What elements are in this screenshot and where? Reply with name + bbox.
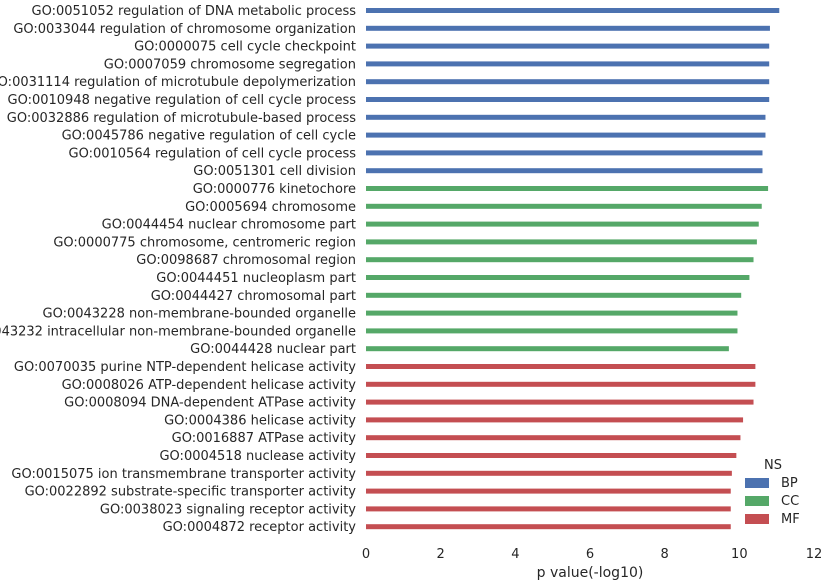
bar-mf [366, 435, 741, 441]
bar-bp [366, 114, 766, 120]
category-label: GO:0044427 chromosomal part [151, 289, 356, 304]
bar-bp [366, 61, 770, 67]
bar-cc [366, 257, 754, 263]
bars-layer [366, 8, 780, 530]
bar-bp [366, 43, 770, 49]
legend: NS BP CC MF [745, 458, 800, 527]
bar-mf [366, 417, 744, 423]
category-label: GO:0070035 purine NTP-dependent helicase… [14, 360, 356, 375]
legend-swatch-cc [745, 496, 769, 506]
category-label: GO:0007059 chromosome segregation [104, 57, 356, 72]
bar-cc [366, 310, 738, 316]
bar-mf [366, 488, 731, 494]
category-label: GO:0022892 substrate-specific transporte… [25, 485, 357, 500]
legend-swatch-mf [745, 514, 769, 524]
category-label: GO:0008026 ATP-dependent helicase activi… [62, 378, 357, 393]
bar-mf [366, 524, 731, 530]
bar-mf [366, 381, 756, 387]
bar-bp [366, 168, 763, 174]
category-label: GO:0000776 kinetochore [193, 182, 356, 197]
category-label: GO:0015075 ion transmembrane transporter… [11, 467, 356, 482]
bar-bp [366, 8, 780, 13]
category-label: GO:0043228 non-membrane-bounded organell… [43, 307, 357, 322]
category-label: GO:0031114 regulation of microtubule dep… [0, 75, 356, 90]
bar-cc [366, 275, 750, 280]
bar-bp [366, 150, 763, 156]
bar-cc [366, 221, 759, 227]
legend-label-cc: CC [781, 494, 799, 509]
x-tick-label: 12 [806, 547, 823, 562]
bar-cc [366, 186, 769, 191]
category-label: GO:0008094 DNA-dependent ATPase activity [64, 396, 356, 411]
category-label: GO:0044428 nuclear part [190, 342, 356, 357]
x-tick-label: 4 [511, 547, 519, 562]
category-label: GO:0004872 receptor activity [163, 520, 357, 535]
category-label: GO:0098687 chromosomal region [136, 253, 356, 268]
category-label: GO:0010948 negative regulation of cell c… [8, 93, 357, 108]
bar-cc [366, 239, 757, 245]
bar-cc [366, 328, 738, 334]
category-label: GO:0016887 ATPase activity [172, 431, 357, 446]
category-label: GO:0043232 intracellular non-membrane-bo… [0, 324, 356, 339]
category-label: GO:0045786 negative regulation of cell c… [62, 129, 356, 144]
x-tick-label: 10 [731, 547, 748, 562]
category-label: GO:0000075 cell cycle checkpoint [134, 40, 356, 55]
category-label: GO:0032886 regulation of microtubule-bas… [7, 111, 356, 126]
category-label: GO:0051301 cell division [193, 164, 356, 179]
category-label: GO:0044451 nucleoplasm part [156, 271, 356, 286]
bar-bp [366, 132, 766, 138]
x-tick-label: 6 [586, 547, 594, 562]
bar-bp [366, 79, 770, 85]
category-label: GO:0010564 regulation of cell cycle proc… [69, 146, 357, 161]
bar-mf [366, 453, 737, 458]
bar-cc [366, 203, 762, 209]
x-axis: 0 2 4 6 8 10 12 [362, 547, 822, 562]
bar-mf [366, 470, 732, 476]
x-tick-label: 0 [362, 547, 370, 562]
category-label: GO:0004386 helicase activity [164, 413, 356, 428]
x-tick-label: 8 [661, 547, 669, 562]
category-label: GO:0033044 regulation of chromosome orga… [13, 22, 356, 37]
category-label: GO:0000775 chromosome, centromeric regio… [53, 235, 356, 250]
bar-bp [366, 97, 770, 102]
bar-mf [366, 506, 731, 512]
bar-cc [366, 292, 742, 298]
category-label: GO:0004518 nuclease activity [159, 449, 356, 464]
legend-swatch-bp [745, 478, 769, 488]
legend-title: NS [764, 458, 782, 473]
bar-mf [366, 364, 756, 369]
bar-mf [366, 399, 754, 405]
bar-bp [366, 25, 770, 31]
category-labels: GO:0051052 regulation of DNA metabolic p… [0, 4, 356, 535]
category-label: GO:0051052 regulation of DNA metabolic p… [32, 4, 357, 19]
legend-label-bp: BP [781, 476, 798, 491]
category-label: GO:0038023 signaling receptor activity [100, 502, 356, 517]
bar-cc [366, 346, 729, 352]
x-axis-title: p value(-log10) [537, 565, 644, 581]
legend-label-mf: MF [781, 512, 800, 527]
category-label: GO:0005694 chromosome [185, 200, 356, 215]
category-label: GO:0044454 nuclear chromosome part [102, 218, 356, 233]
x-tick-label: 2 [437, 547, 445, 562]
